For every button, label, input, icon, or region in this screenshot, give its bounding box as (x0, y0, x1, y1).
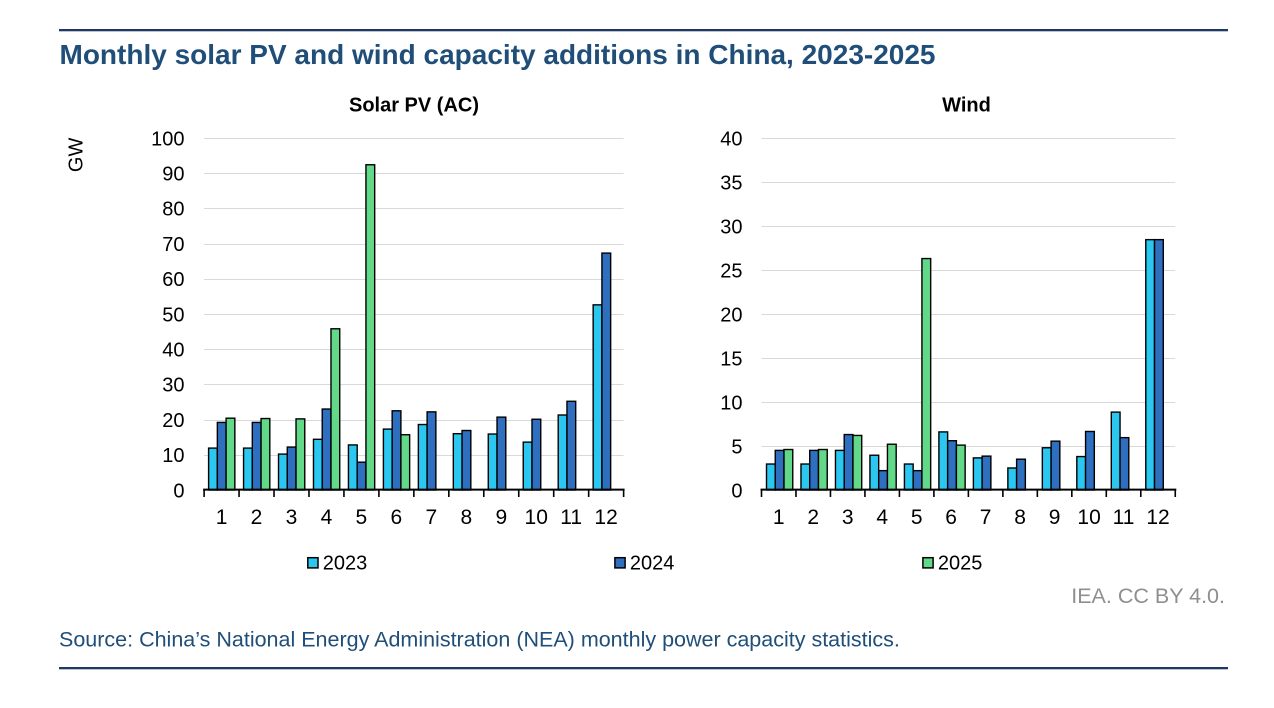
svg-text:35: 35 (720, 172, 742, 194)
svg-text:10: 10 (1077, 506, 1100, 529)
svg-text:6: 6 (945, 506, 957, 529)
svg-text:50: 50 (162, 304, 184, 326)
svg-text:70: 70 (162, 234, 184, 256)
svg-text:2024: 2024 (630, 552, 675, 574)
svg-text:7: 7 (425, 506, 437, 529)
svg-text:2025: 2025 (938, 552, 983, 574)
svg-text:2: 2 (807, 506, 819, 529)
svg-text:12: 12 (594, 506, 617, 529)
svg-text:1: 1 (773, 506, 785, 529)
svg-text:9: 9 (495, 506, 507, 529)
svg-text:60: 60 (162, 269, 184, 291)
svg-text:11: 11 (560, 506, 582, 529)
svg-text:Wind: Wind (942, 95, 991, 117)
svg-text:80: 80 (162, 199, 184, 221)
svg-text:8: 8 (460, 506, 472, 529)
svg-text:1: 1 (216, 506, 228, 529)
svg-text:2: 2 (251, 506, 263, 529)
svg-text:20: 20 (162, 410, 184, 432)
svg-text:0: 0 (173, 480, 184, 502)
svg-text:40: 40 (162, 340, 184, 362)
svg-text:Source: China’s National Energ: Source: China’s National Energy Administ… (59, 628, 900, 652)
svg-text:6: 6 (391, 506, 403, 529)
svg-text:Solar PV (AC): Solar PV (AC) (349, 95, 479, 117)
svg-text:IEA. CC BY 4.0.: IEA. CC BY 4.0. (1071, 584, 1225, 608)
svg-text:0: 0 (731, 480, 742, 502)
svg-text:9: 9 (1049, 506, 1061, 529)
svg-text:8: 8 (1014, 506, 1026, 529)
svg-text:30: 30 (720, 216, 742, 238)
svg-text:10: 10 (525, 506, 548, 529)
svg-text:40: 40 (720, 128, 742, 150)
svg-text:Monthly solar PV and wind capa: Monthly solar PV and wind capacity addit… (60, 39, 936, 70)
svg-text:3: 3 (842, 506, 854, 529)
svg-text:90: 90 (162, 164, 184, 186)
svg-text:5: 5 (911, 506, 923, 529)
svg-text:2023: 2023 (323, 552, 368, 574)
svg-text:7: 7 (980, 506, 992, 529)
svg-text:11: 11 (1113, 506, 1135, 529)
svg-text:10: 10 (720, 392, 742, 414)
svg-text:5: 5 (356, 506, 368, 529)
svg-text:10: 10 (162, 445, 184, 467)
svg-text:20: 20 (720, 304, 742, 326)
svg-text:4: 4 (876, 506, 888, 529)
svg-text:5: 5 (731, 436, 742, 458)
svg-text:3: 3 (286, 506, 298, 529)
svg-text:25: 25 (720, 260, 742, 282)
svg-text:12: 12 (1146, 506, 1169, 529)
svg-text:4: 4 (321, 506, 333, 529)
svg-text:100: 100 (151, 128, 184, 150)
svg-text:15: 15 (720, 348, 742, 370)
svg-text:GW: GW (66, 138, 88, 173)
svg-text:30: 30 (162, 375, 184, 397)
